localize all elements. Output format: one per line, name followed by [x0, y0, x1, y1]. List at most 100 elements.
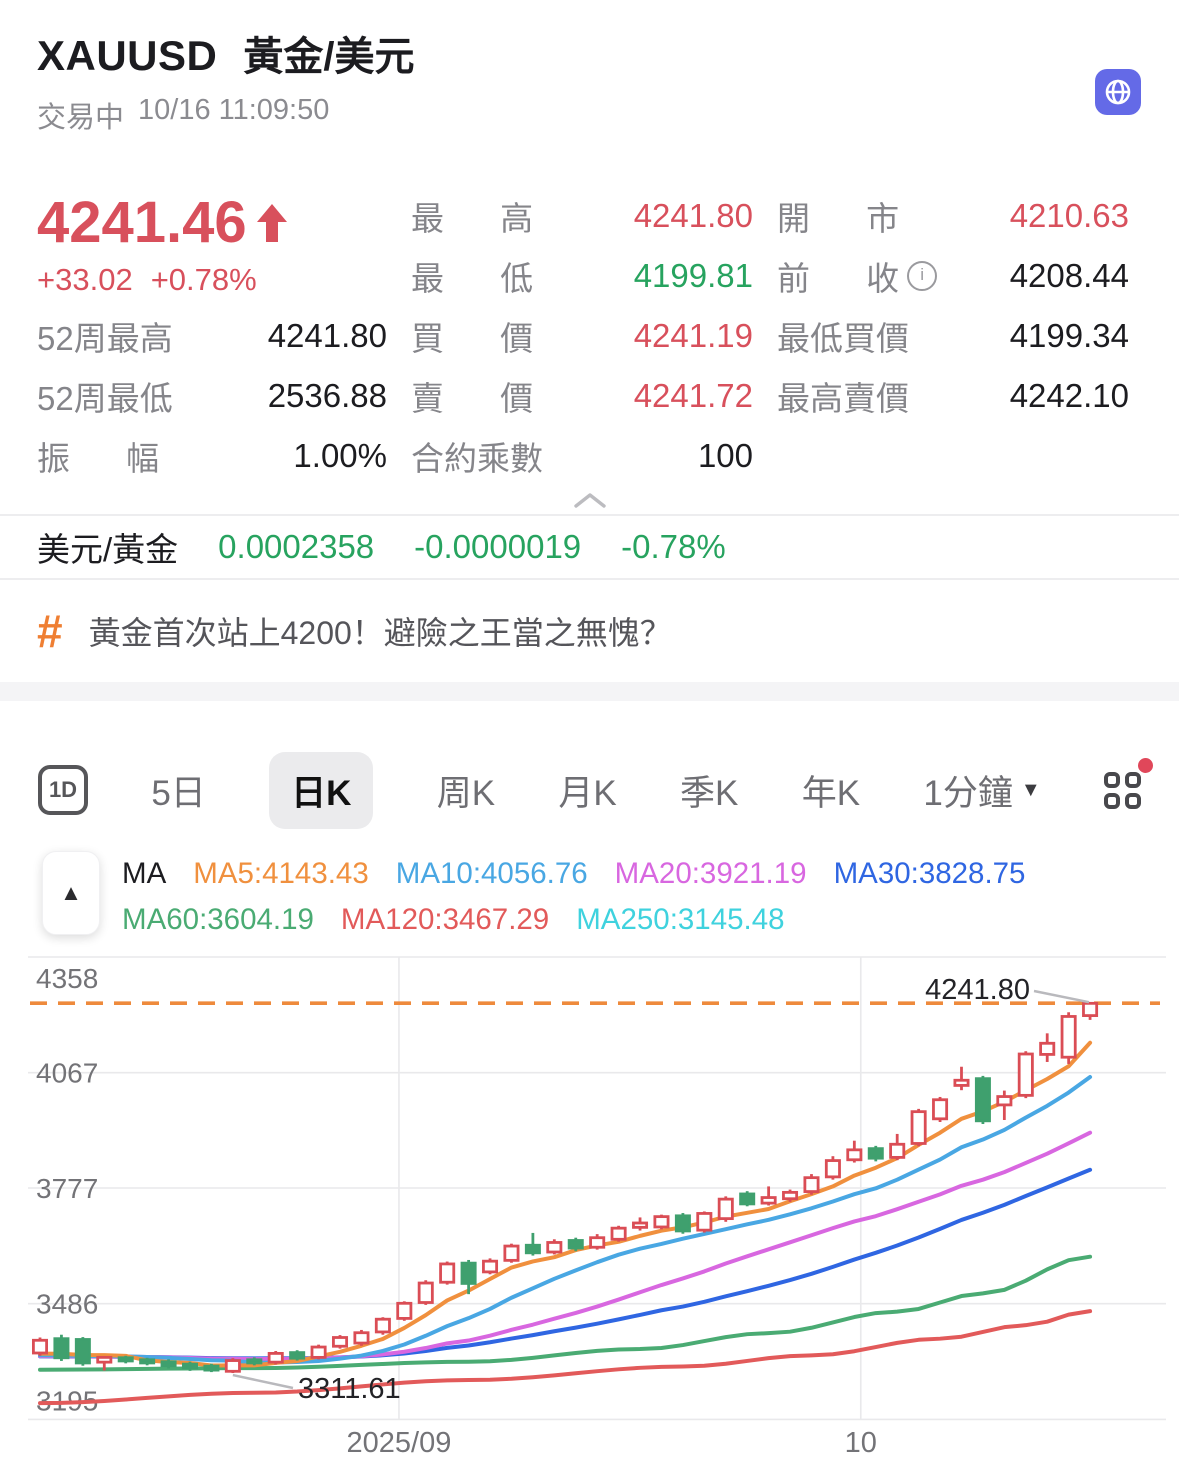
tab-5日[interactable]: 5日 — [151, 765, 205, 816]
ma-legend: ▲ MA MA5:4143.43 MA10:4056.76 MA20:3921.19 M… — [0, 851, 1179, 951]
stat-value: 4199.81 — [633, 257, 753, 294]
candle-up — [332, 1335, 349, 1349]
candle-down — [53, 1334, 70, 1361]
ma-legend-values: MA MA5:4143.43 MA10:4056.76 MA20:3921.19 MA3… — [122, 851, 1025, 943]
globe-icon — [1105, 79, 1131, 105]
candle-up — [610, 1225, 627, 1242]
notification-dot — [1137, 757, 1153, 773]
candle-up — [824, 1156, 841, 1180]
stat-label: 買價 — [411, 320, 534, 357]
news-headline-row[interactable]: # 黃金首次站上4200！避險之王當之無愧？ — [0, 580, 1179, 682]
tab-周K[interactable]: 周K — [437, 765, 495, 816]
candle-up — [224, 1358, 241, 1374]
stat-label: 賣價 — [411, 380, 534, 417]
ma-legend-MA60: MA60:3604.19 — [122, 903, 314, 936]
collapse-stats-control[interactable] — [0, 492, 1179, 514]
inverse-pair-price: 0.0002358 — [218, 528, 375, 565]
inverse-pair-change: -0.0000019 — [414, 528, 582, 565]
title-row: XAUUSD 黃金/美元 — [37, 24, 1142, 82]
up-arrow-icon — [256, 204, 287, 242]
ma-legend-MA30: MA30:3828.75 — [833, 857, 1026, 890]
candle-up — [503, 1243, 520, 1263]
candle-up — [717, 1196, 734, 1222]
candle-up — [760, 1186, 777, 1206]
trading-status: 交易中 — [37, 102, 125, 134]
ma-line-MA20 — [38, 1130, 1093, 1362]
ma-panel-toggle-button[interactable]: ▲ — [42, 851, 100, 935]
stat-row: 合約乘數 100 — [411, 432, 753, 480]
ma-label: MA — [122, 857, 167, 890]
hashtag-icon: # — [37, 605, 63, 657]
tab-1D[interactable]: 1D — [38, 765, 88, 815]
candle-up — [310, 1344, 327, 1360]
quote-datetime: 10/16 11:09:50 — [138, 94, 330, 126]
candle-up — [396, 1301, 413, 1321]
candle-up — [417, 1280, 434, 1305]
ma-legend-MA250: MA250:3145.48 — [576, 903, 785, 936]
stat-label: 52周最低 — [37, 380, 173, 417]
candle-down — [460, 1259, 477, 1295]
divider — [0, 514, 1179, 516]
stat-row: 開市 4210.63 — [777, 192, 1129, 240]
section-separator — [0, 682, 1179, 701]
y-axis-tick: 3777 — [36, 1173, 98, 1204]
one-day-icon: 1D — [38, 765, 88, 815]
candle-down — [160, 1359, 177, 1369]
tab-季K[interactable]: 季K — [680, 765, 738, 816]
header: XAUUSD 黃金/美元 交易中 10/16 11:09:50 — [0, 0, 1179, 136]
candle-up — [803, 1174, 820, 1195]
candle-up — [632, 1217, 649, 1231]
candle-down — [139, 1357, 156, 1366]
y-axis-tick: 4358 — [36, 963, 98, 994]
stat-value: 100 — [697, 437, 753, 474]
candle-up — [267, 1351, 284, 1365]
candle-down — [117, 1355, 134, 1364]
stat-label: 振幅 — [37, 440, 160, 477]
candle-up — [1017, 1051, 1034, 1099]
ma-legend-MA120: MA120:3467.29 — [340, 903, 550, 936]
tab-年K[interactable]: 年K — [802, 765, 860, 816]
stat-label: 52周最高 — [37, 320, 173, 357]
x-axis-tick: 10 — [845, 1427, 877, 1459]
candle-up — [439, 1261, 456, 1285]
symbol: XAUUSD — [37, 32, 218, 79]
stat-value: 4241.19 — [633, 317, 753, 354]
candle-down — [203, 1363, 220, 1373]
tab-月K[interactable]: 月K — [558, 765, 616, 816]
price-change: +33.02 — [37, 262, 133, 297]
ma-legend-MA20: MA20:3921.19 — [614, 857, 807, 890]
candle-down — [182, 1361, 199, 1371]
tab-1分鐘[interactable]: 1分鐘 ▼ — [923, 765, 1040, 816]
indicator-grid-button[interactable] — [1103, 757, 1153, 809]
ma-line-MA10 — [38, 1075, 1093, 1365]
y-axis-tick: 4067 — [36, 1058, 98, 1089]
prev-close-info-icon[interactable]: i — [907, 261, 938, 291]
candle-down — [567, 1237, 584, 1252]
stat-value: 4241.80 — [633, 197, 753, 234]
last-price: 4241.46 — [37, 190, 247, 255]
chevron-down-icon: ▼ — [1020, 778, 1041, 801]
stat-value: 4241.80 — [267, 317, 387, 354]
chart-period-tabs: 1D 5日 日K 周K 月K 季K 年K 1分鐘 ▼ — [0, 751, 1179, 829]
stat-row: 振幅 1.00% — [37, 432, 387, 480]
stat-row: 最低買價 4199.34 — [777, 312, 1129, 360]
stat-label: 最高賣價 — [777, 380, 909, 417]
stat-row: 前收 i 4208.44 — [777, 252, 1129, 300]
inverse-pair-label: 美元/黃金 — [37, 531, 179, 568]
high-price-annotation: 4241.80 — [925, 974, 1030, 1006]
candle-up — [482, 1258, 499, 1275]
price-block: 4241.46 +33.02 +0.78% — [37, 194, 387, 298]
candle-up — [889, 1133, 906, 1161]
news-headline: 黃金首次站上4200！避險之王當之無愧？ — [88, 615, 672, 651]
status-row: 交易中 10/16 11:09:50 — [37, 94, 1142, 136]
inverse-pair-row[interactable]: 美元/黃金 0.0002358 -0.0000019 -0.78% — [0, 516, 1179, 578]
candle-down — [74, 1337, 91, 1366]
globe-button[interactable] — [1095, 69, 1141, 115]
candle-up — [996, 1090, 1013, 1121]
candle-up — [953, 1066, 970, 1091]
stat-label: 合約乘數 — [411, 440, 543, 477]
tab-日K[interactable]: 日K — [269, 751, 374, 829]
candle-up — [32, 1337, 49, 1356]
